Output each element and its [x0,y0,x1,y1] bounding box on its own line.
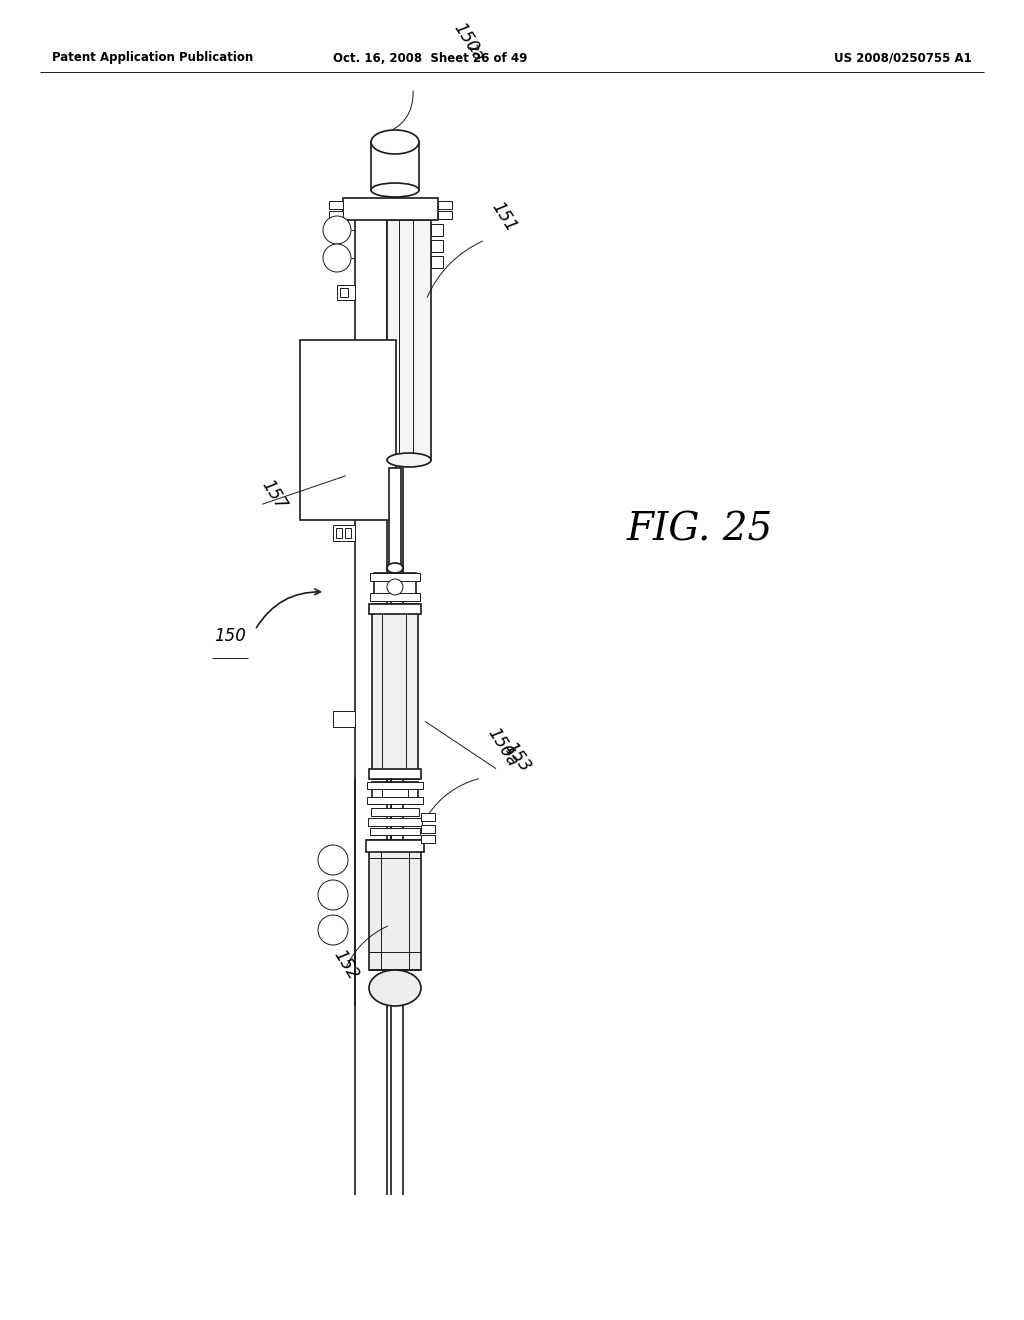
Circle shape [318,915,348,945]
Bar [329,211,343,219]
Bar [370,593,420,601]
Text: 151: 151 [488,198,520,235]
Bar [333,711,355,727]
Circle shape [323,216,351,244]
Ellipse shape [387,453,431,467]
Bar [370,828,420,836]
Bar [329,201,343,209]
Bar [387,220,431,459]
Text: 152: 152 [330,946,362,983]
Bar [389,469,401,568]
Text: 150a: 150a [484,725,521,770]
Bar [336,528,342,539]
Bar [421,836,435,843]
Bar [366,840,424,851]
Bar [345,528,351,539]
Bar [337,285,355,300]
Bar [438,201,452,209]
Bar [367,797,423,804]
Text: 150a: 150a [450,20,487,65]
Bar [340,288,348,297]
Bar [421,825,435,833]
Bar [371,808,419,816]
Bar [431,240,443,252]
Circle shape [387,579,403,595]
Circle shape [318,880,348,909]
Bar [300,341,396,520]
Circle shape [318,845,348,875]
Bar [438,211,452,219]
Text: US 2008/0250755 A1: US 2008/0250755 A1 [835,51,972,65]
Bar [369,770,421,779]
Circle shape [323,244,351,272]
Ellipse shape [371,129,419,154]
Bar [343,198,438,220]
Bar [368,818,422,826]
Bar [382,789,408,797]
Bar [431,256,443,268]
Text: 153: 153 [501,739,535,775]
Bar [333,525,355,541]
Text: Patent Application Publication: Patent Application Publication [52,51,253,65]
Bar [372,781,418,804]
Ellipse shape [369,970,421,1006]
Text: 157: 157 [258,477,290,513]
Bar [371,143,419,190]
Text: FIG. 25: FIG. 25 [627,511,773,549]
Ellipse shape [387,564,403,573]
Bar [431,224,443,236]
Bar [421,813,435,821]
Bar [372,605,418,779]
Text: 2: 2 [465,41,480,55]
Text: Oct. 16, 2008  Sheet 26 of 49: Oct. 16, 2008 Sheet 26 of 49 [333,51,527,65]
Bar [367,781,423,789]
Ellipse shape [371,183,419,197]
Bar [369,605,421,614]
Text: 150: 150 [214,627,246,645]
Text: 1: 1 [502,744,517,758]
Bar [370,573,420,581]
Bar [374,573,416,601]
Bar [369,840,421,970]
